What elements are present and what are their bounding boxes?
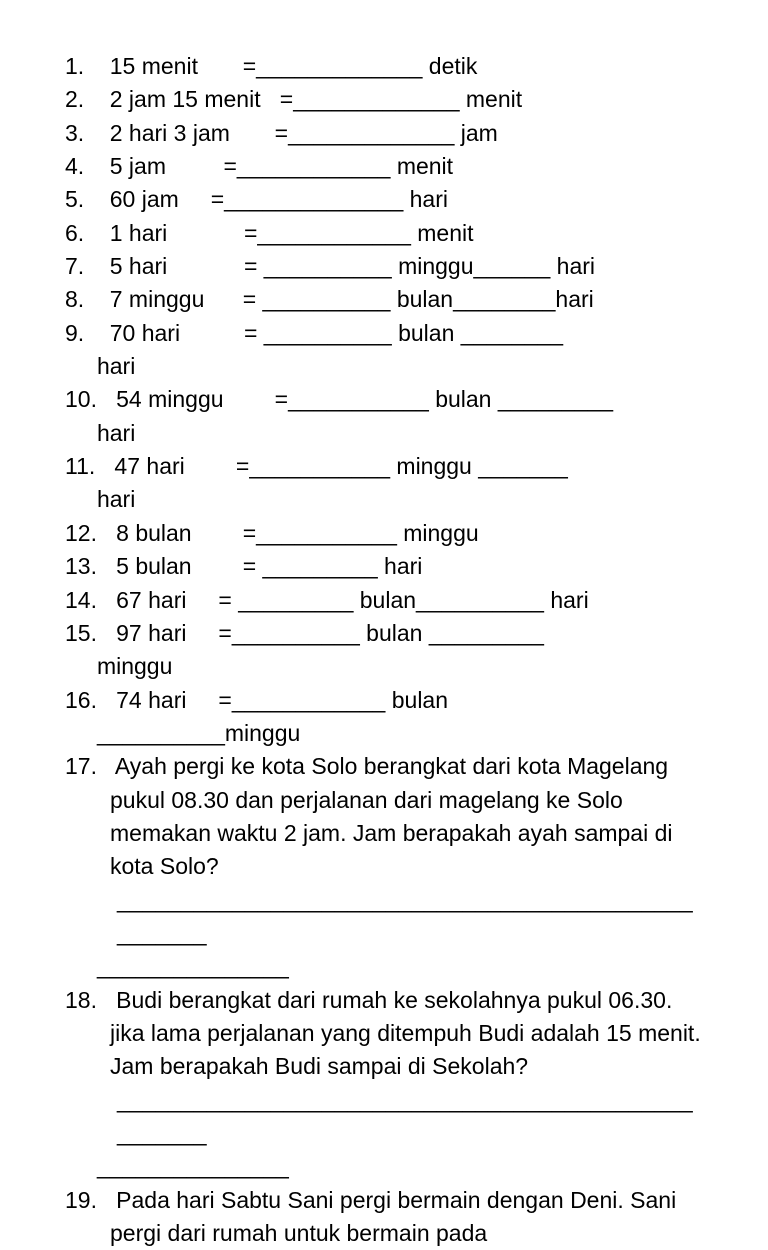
problem-11-wrap: hari bbox=[65, 483, 703, 516]
answer-blank: ________________________________________… bbox=[65, 884, 703, 951]
problem-8: 8. 7 minggu = __________ bulan________ha… bbox=[65, 283, 703, 316]
problem-13: 13. 5 bulan = _________ hari bbox=[65, 550, 703, 583]
problem-10-wrap: hari bbox=[65, 417, 703, 450]
word-problem-18: 18. Budi berangkat dari rumah ke sekolah… bbox=[65, 984, 703, 1184]
problem-16: 16. 74 hari =____________ bulan bbox=[65, 684, 703, 717]
problem-4: 4. 5 jam =____________ menit bbox=[65, 150, 703, 183]
word-problem-17: 17. Ayah pergi ke kota Solo berangkat da… bbox=[65, 750, 703, 983]
problem-9: 9. 70 hari = __________ bulan ________ bbox=[65, 317, 703, 350]
answer-blank-wrap: _______________ bbox=[65, 1150, 703, 1183]
problem-15: 15. 97 hari =__________ bulan _________ bbox=[65, 617, 703, 650]
problem-14: 14. 67 hari = _________ bulan__________ … bbox=[65, 584, 703, 617]
problem-12: 12. 8 bulan =___________ minggu bbox=[65, 517, 703, 550]
problem-16-wrap: __________minggu bbox=[65, 717, 703, 750]
word-problem-text: 18. Budi berangkat dari rumah ke sekolah… bbox=[65, 984, 703, 1084]
problem-1: 1. 15 menit =_____________ detik bbox=[65, 50, 703, 83]
answer-blank: ________________________________________… bbox=[65, 1084, 703, 1151]
problem-2: 2. 2 jam 15 menit =_____________ menit bbox=[65, 83, 703, 116]
problem-6: 6. 1 hari =____________ menit bbox=[65, 217, 703, 250]
word-problem-text: 17. Ayah pergi ke kota Solo berangkat da… bbox=[65, 750, 703, 883]
word-problem-text: 19. Pada hari Sabtu Sani pergi bermain d… bbox=[65, 1184, 703, 1250]
problem-11: 11. 47 hari =___________ minggu _______ bbox=[65, 450, 703, 483]
problem-15-wrap: minggu bbox=[65, 650, 703, 683]
problem-10: 10. 54 minggu =___________ bulan _______… bbox=[65, 383, 703, 416]
problem-7: 7. 5 hari = __________ minggu______ hari bbox=[65, 250, 703, 283]
problem-3: 3. 2 hari 3 jam =_____________ jam bbox=[65, 117, 703, 150]
worksheet-container: 1. 15 menit =_____________ detik2. 2 jam… bbox=[65, 50, 703, 1250]
answer-blank-wrap: _______________ bbox=[65, 950, 703, 983]
word-problem-19: 19. Pada hari Sabtu Sani pergi bermain d… bbox=[65, 1184, 703, 1250]
problem-9-wrap: hari bbox=[65, 350, 703, 383]
problem-5: 5. 60 jam =______________ hari bbox=[65, 183, 703, 216]
